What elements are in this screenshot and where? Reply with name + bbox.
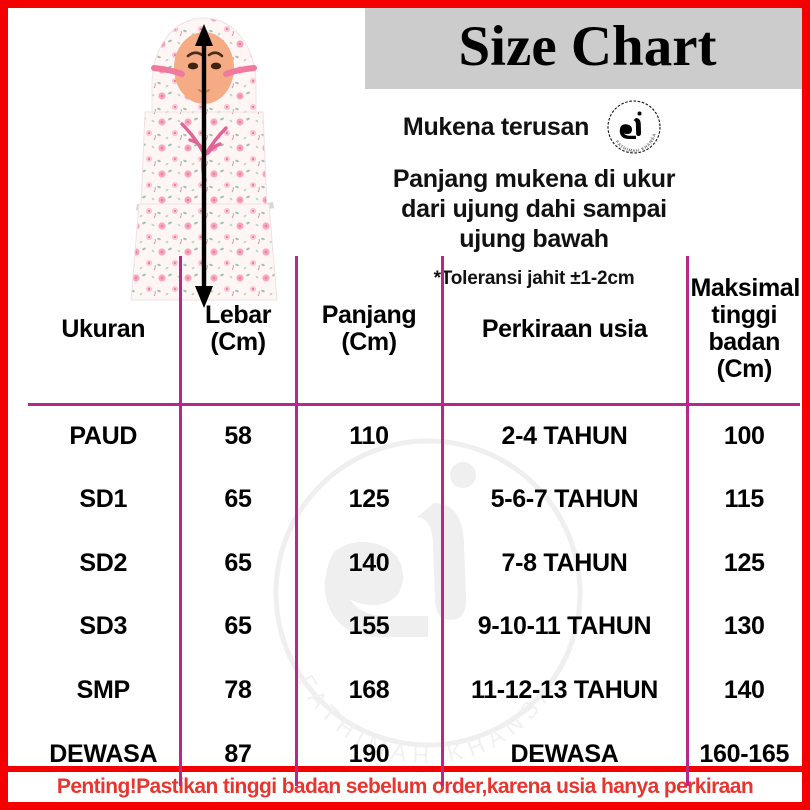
brand-logo-icon: FATHIMAH KHANSA (603, 96, 665, 158)
cell-usia: DEWASA (442, 722, 689, 786)
title-banner: Size Chart (365, 8, 802, 89)
cell-lebar: 65 (180, 531, 298, 595)
brand-logo-svg: FATHIMAH KHANSA (607, 100, 661, 154)
cell-usia: 7-8 TAHUN (442, 531, 689, 595)
desc-line-3: ujung bawah (459, 225, 609, 253)
size-table: Ukuran Lebar (Cm) Panjang (Cm) Perkiraan u… (28, 256, 800, 786)
cell-tinggi: 115 (724, 484, 765, 513)
cell-tinggi: 160-165 (699, 739, 790, 768)
cell-lebar: 65 (180, 467, 298, 532)
cell-lebar: 58 (180, 404, 298, 468)
col-header-tinggi: Maksimal tinggi badan (Cm) (690, 274, 801, 384)
cell-lebar: 87 (180, 722, 298, 786)
page-title: Size Chart (458, 15, 717, 78)
cell-usia: 11-12-13 TAHUN (442, 658, 689, 723)
cell-lebar: 65 (180, 594, 298, 659)
cell-tinggi: 140 (723, 675, 765, 704)
cell-panjang: 190 (296, 722, 444, 786)
cell-usia: 2-4 TAHUN (442, 404, 689, 468)
cell-lebar: 78 (180, 658, 298, 723)
cell-ukuran: SD2 (28, 531, 182, 595)
desc-line-2: dari ujung dahi sampai (401, 195, 667, 223)
cell-ukuran: DEWASA (28, 722, 182, 786)
table-row: PAUD 58 110 2-4 TAHUN 100 (28, 404, 800, 468)
table-body: PAUD 58 110 2-4 TAHUN 100 SD1 65 125 5-6… (28, 404, 800, 786)
table-row: DEWASA 87 190 DEWASA 160-165 (28, 722, 800, 786)
measurement-description: Panjang mukena di ukur dari ujung dahi s… (266, 164, 802, 254)
cell-tinggi: 130 (723, 612, 765, 641)
table-row: SMP 78 168 11-12-13 TAHUN 140 (28, 658, 800, 723)
col-header-ukuran: Ukuran (28, 256, 182, 404)
cell-panjang: 168 (296, 658, 444, 723)
table-row: SD1 65 125 5-6-7 TAHUN 115 (28, 467, 800, 532)
col-header-panjang: Panjang (Cm) (296, 256, 444, 404)
cell-tinggi: 100 (723, 422, 765, 451)
desc-line-1: Panjang mukena di ukur (392, 165, 676, 193)
cell-ukuran: SD3 (28, 594, 182, 659)
subtitle-row: Mukena terusan FATHIMAH KHANSA (266, 96, 802, 158)
cell-ukuran: SD1 (28, 467, 182, 532)
table-row: SD3 65 155 9-10-11 TAHUN 130 (28, 594, 800, 659)
cell-usia: 9-10-11 TAHUN (442, 594, 689, 659)
col-header-lebar: Lebar (Cm) (180, 256, 298, 404)
table-head: Ukuran Lebar (Cm) Panjang (Cm) Perkiraan u… (28, 256, 800, 404)
cell-panjang: 140 (296, 531, 444, 595)
cell-ukuran: SMP (28, 658, 182, 723)
svg-text:FATHIMAH KHANSA: FATHIMAH KHANSA (615, 132, 657, 153)
size-table-wrapper: Ukuran Lebar (Cm) Panjang (Cm) Perkiraan u… (28, 256, 800, 786)
col-header-usia: Perkiraan usia (442, 256, 689, 404)
cell-panjang: 155 (296, 594, 444, 659)
cell-usia: 5-6-7 TAHUN (442, 467, 689, 532)
header-row: Ukuran Lebar (Cm) Panjang (Cm) Perkiraan u… (28, 256, 800, 404)
cell-ukuran: PAUD (28, 404, 182, 468)
product-subtitle: Mukena terusan (402, 112, 590, 141)
table-row: SD2 65 140 7-8 TAHUN 125 (28, 531, 800, 595)
cell-tinggi: 125 (723, 548, 765, 577)
cell-panjang: 125 (296, 467, 444, 532)
cell-panjang: 110 (296, 404, 444, 468)
